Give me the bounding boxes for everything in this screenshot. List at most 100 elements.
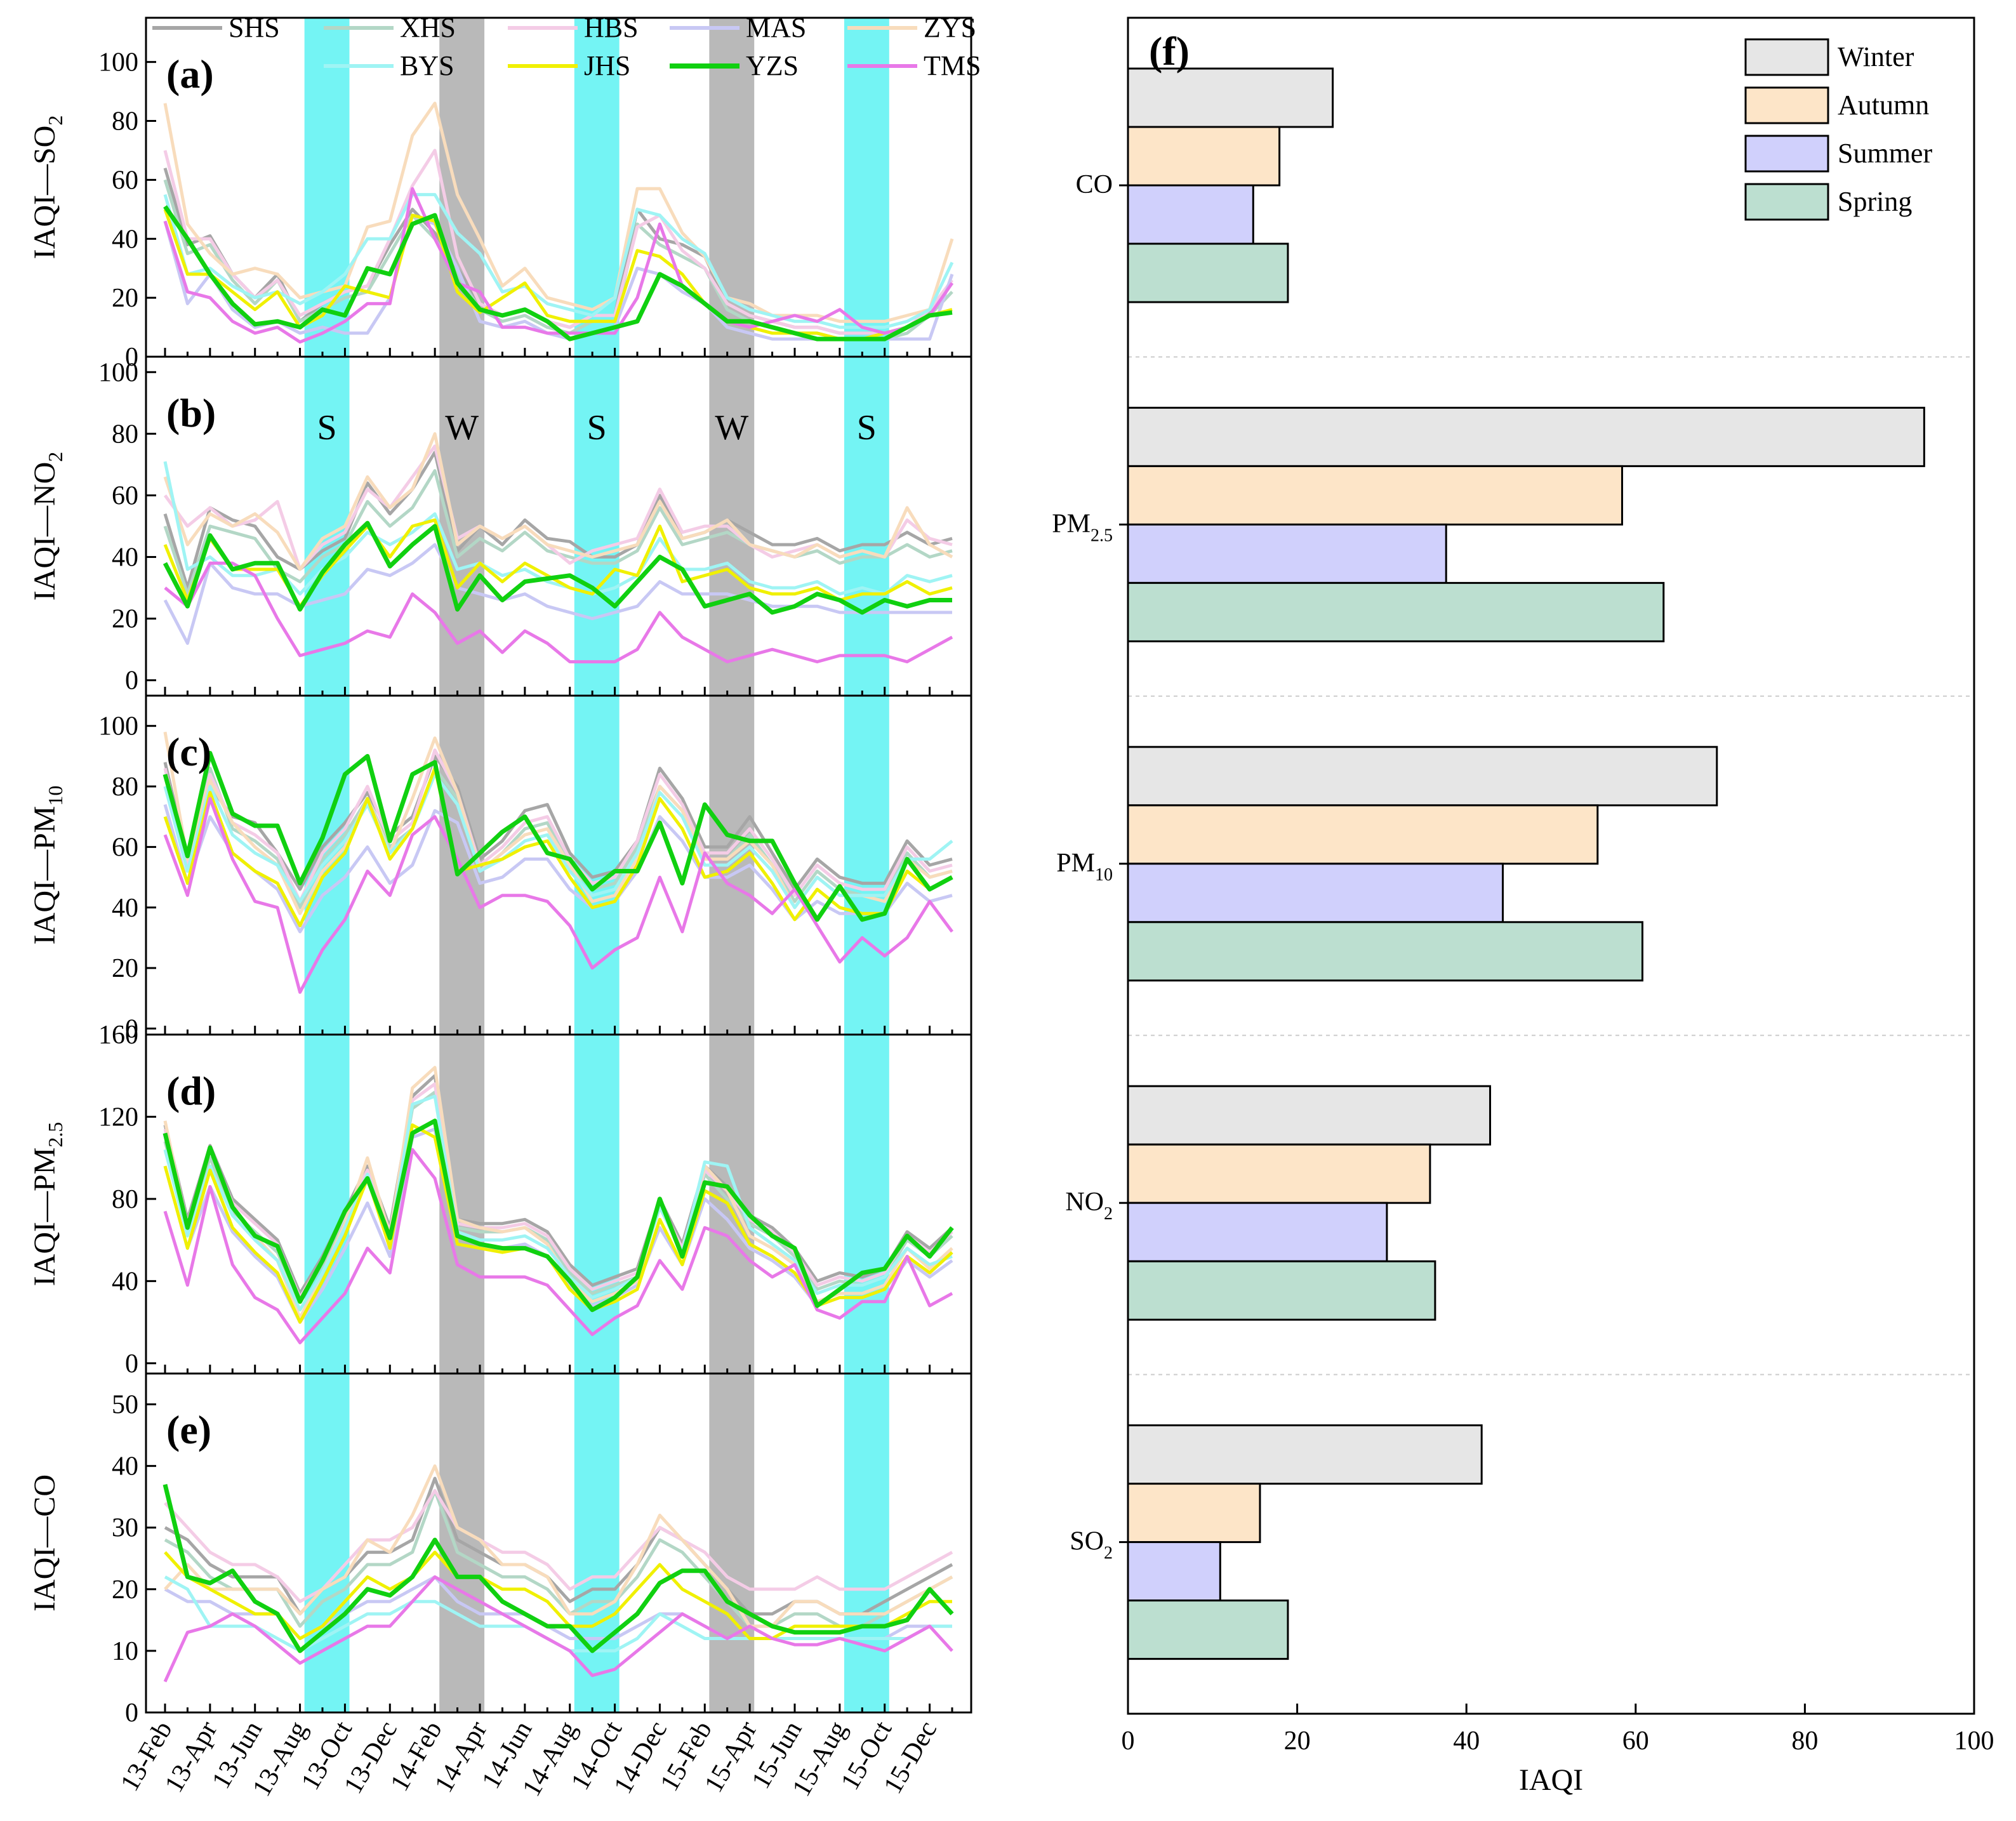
y-tick-label: 0 xyxy=(125,666,138,696)
y-tick-label: 20 xyxy=(112,605,138,634)
series-line-shs xyxy=(163,451,953,590)
bar-legend: Winter Autumn Summer Spring xyxy=(1744,38,1932,221)
bar-co-spring xyxy=(1127,242,1289,303)
category-label-main: NO xyxy=(1065,1188,1104,1217)
panel-e: 0 10 20 30 40 50 IAQI—CO (e) xyxy=(28,1372,972,1728)
series-line-bys xyxy=(163,193,954,329)
series-line-tms xyxy=(163,797,954,994)
y-tick-label: 100 xyxy=(98,358,138,387)
x-tick-label: 60 xyxy=(1622,1726,1649,1756)
legend-swatch-autumn xyxy=(1744,86,1829,124)
category-label: SO2 xyxy=(1070,1527,1113,1563)
bar-co-autumn xyxy=(1127,126,1281,187)
panel-letter: (f) xyxy=(1149,29,1190,74)
bar-so2-winter xyxy=(1127,1424,1483,1485)
category-label-main: SO xyxy=(1070,1527,1104,1556)
y-tick-label: 160 xyxy=(98,1021,138,1050)
bar-no2-autumn xyxy=(1127,1143,1431,1204)
y-tick-label: 40 xyxy=(112,894,138,923)
bar-so2-autumn xyxy=(1127,1483,1261,1544)
x-tick-label: 80 xyxy=(1791,1726,1818,1756)
bar-pm10-winter xyxy=(1127,746,1718,807)
x-axis-label: IAQI xyxy=(1519,1763,1583,1797)
series-line-jhs xyxy=(163,208,953,341)
legend-label-xhs: XHS xyxy=(400,12,456,43)
series-line-bys xyxy=(163,772,953,910)
season-label: S xyxy=(857,408,877,447)
y-tick-label: 60 xyxy=(112,833,138,862)
series-line-zys xyxy=(163,432,953,571)
category-label-main: PM xyxy=(1052,509,1091,538)
series-line-tms xyxy=(164,561,953,664)
y-tick-label: 20 xyxy=(112,284,138,313)
bar-co-winter xyxy=(1127,67,1334,128)
x-tick-label: 100 xyxy=(1954,1726,1994,1756)
series-line-jhs xyxy=(163,766,953,927)
bar-pm10-autumn xyxy=(1127,804,1599,865)
legend-label-tms: TMS xyxy=(924,50,981,81)
category-label-sub: 2 xyxy=(1104,1204,1113,1224)
category-label-sub: 10 xyxy=(1095,865,1113,885)
series-line-jhs xyxy=(163,518,953,608)
series-line-shs xyxy=(163,1074,953,1295)
panel-letter: (e) xyxy=(166,1407,211,1452)
legend-label-spring: Spring xyxy=(1838,186,1912,217)
series-line-bys xyxy=(163,461,953,596)
category-label-main: CO xyxy=(1076,170,1113,199)
line-legend: SHS XHS HBS MAS ZYS BYS JHS YZS TMS xyxy=(152,12,981,81)
y-axis-label-main: IAQI—PM xyxy=(28,1148,62,1287)
series-line-hbs xyxy=(163,444,953,571)
x-tick-label: 0 xyxy=(1122,1726,1135,1756)
series-line-yzs xyxy=(162,520,952,615)
season-label: S xyxy=(587,408,607,447)
legend-swatch-summer xyxy=(1744,135,1829,173)
y-tick-label: 0 xyxy=(125,343,138,372)
series-line-mas xyxy=(163,804,953,934)
timeseries-panels: 020406080100IAQI—SO2(a)020406080100IAQI—… xyxy=(28,12,981,1801)
y-tick-label: 20 xyxy=(112,954,138,983)
legend-label-jhs: JHS xyxy=(584,50,630,81)
bar-pm25-winter xyxy=(1127,406,1925,467)
y-tick-label: 120 xyxy=(98,1103,138,1132)
axes-frame xyxy=(1127,17,1975,1715)
category-label: PM10 xyxy=(1056,849,1113,885)
series-line-shs xyxy=(163,754,953,891)
y-tick-label: 40 xyxy=(112,1267,138,1296)
panel-a: 0 20 40 60 80 100 IAQI—SO2 (a) xyxy=(28,17,972,372)
series-line-hbs xyxy=(163,149,953,335)
legend-swatch-winter xyxy=(1744,38,1829,76)
y-tick-label: 60 xyxy=(112,481,138,510)
bar-no2-summer xyxy=(1127,1202,1388,1262)
category-label-sub: 2 xyxy=(1104,1544,1113,1563)
bar-no2-spring xyxy=(1127,1260,1436,1321)
y-axis-label: IAQI—PM2.5 xyxy=(28,1122,67,1287)
season-band-winter xyxy=(709,1374,755,1712)
bar-so2-spring xyxy=(1127,1599,1289,1660)
panel-letter: (a) xyxy=(166,51,214,96)
bar-pm10-spring xyxy=(1127,921,1643,982)
season-band-winter xyxy=(439,1035,485,1374)
y-tick-label: 30 xyxy=(112,1514,138,1543)
legend-label-shs: SHS xyxy=(229,12,280,43)
y-tick-label: 0 xyxy=(125,1349,138,1379)
series-line-yzs xyxy=(162,751,953,922)
y-axis-label-sub: 2 xyxy=(44,452,67,462)
category-label: CO xyxy=(1076,170,1113,199)
legend-label-summer: Summer xyxy=(1838,138,1932,169)
season-band-summer xyxy=(844,357,889,696)
season-band-summer xyxy=(574,1035,620,1374)
legend-swatch-spring xyxy=(1744,183,1829,221)
bar-co-summer xyxy=(1127,184,1254,245)
y-tick-label: 0 xyxy=(125,1014,138,1043)
y-tick-label: 80 xyxy=(112,772,138,802)
bar-pm25-spring xyxy=(1127,581,1665,642)
panel-letter: (c) xyxy=(166,729,211,774)
season-label: W xyxy=(715,408,748,447)
y-tick-label: 40 xyxy=(112,543,138,573)
x-tick-label: 40 xyxy=(1453,1726,1480,1756)
series-line-zys xyxy=(164,1464,953,1628)
series-line-yzs xyxy=(162,1483,954,1653)
